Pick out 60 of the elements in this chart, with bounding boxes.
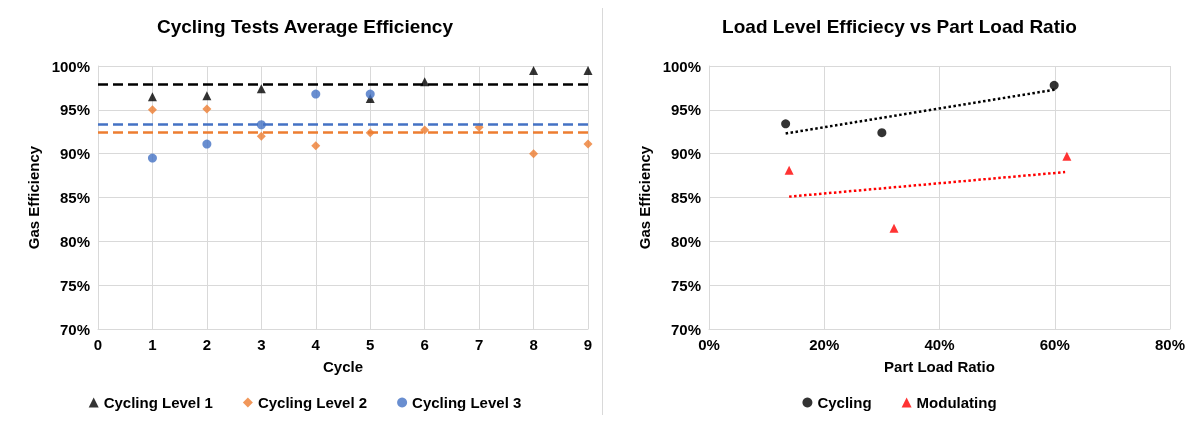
point <box>365 89 375 99</box>
chart-title: Load Level Efficiecy vs Part Load Ratio <box>722 16 1077 37</box>
point <box>202 139 212 149</box>
y-tick-label: 80% <box>59 232 90 250</box>
x-axis-title: Cycle <box>322 358 364 375</box>
legend-label: Cycling Level 2 <box>257 394 368 411</box>
y-tick-label: 70% <box>59 320 90 338</box>
y-tick-label: 100% <box>662 57 701 75</box>
legend-label: Cycling Level 3 <box>412 394 522 411</box>
x-tick-label: 20% <box>809 336 840 353</box>
point <box>877 128 887 138</box>
x-tick-label: 7 <box>474 336 484 353</box>
point <box>1062 151 1072 161</box>
point <box>420 125 430 135</box>
y-tick-label: 95% <box>670 101 701 119</box>
point <box>147 105 157 115</box>
point <box>781 119 791 129</box>
point <box>529 149 539 159</box>
point <box>1049 80 1059 90</box>
y-axis-title: Gas Efficiency <box>24 145 42 250</box>
y-axis-title: Gas Efficiency <box>635 145 653 250</box>
x-tick-label: 8 <box>529 336 538 353</box>
y-tick-label: 85% <box>670 189 701 206</box>
x-axis-title: Part Load Ratio <box>884 358 995 375</box>
x-tick-label: 9 <box>583 336 593 353</box>
point <box>147 92 157 102</box>
y-tick-label: 85% <box>59 189 90 206</box>
x-tick-label: 0% <box>698 336 720 353</box>
legend-label: Cycling <box>817 394 872 411</box>
y-tick-label: 90% <box>670 145 701 163</box>
point <box>311 89 321 99</box>
x-tick-label: 2 <box>202 336 212 353</box>
y-tick-label: 95% <box>59 101 90 119</box>
point <box>784 165 794 175</box>
y-tick-label: 90% <box>59 145 90 163</box>
legend-label: Cycling Level 1 <box>103 394 213 411</box>
point <box>583 65 593 75</box>
point <box>311 141 321 151</box>
point <box>889 223 899 233</box>
x-tick-label: 60% <box>1039 336 1070 353</box>
point <box>256 131 266 141</box>
y-tick-label: 100% <box>51 57 90 75</box>
x-tick-label: 5 <box>366 336 375 353</box>
point <box>147 153 157 163</box>
x-tick-label: 3 <box>257 336 266 353</box>
x-tick-label: 4 <box>311 336 321 353</box>
y-tick-label: 70% <box>670 320 701 338</box>
point <box>202 104 212 114</box>
x-tick-label: 0 <box>93 336 103 353</box>
chart-title: Cycling Tests Average Efficiency <box>156 16 454 37</box>
point <box>583 139 593 149</box>
y-tick-label: 75% <box>670 276 701 294</box>
x-tick-label: 40% <box>924 336 955 353</box>
y-tick-label: 75% <box>59 276 90 294</box>
y-tick-label: 80% <box>670 232 701 250</box>
x-tick-label: 80% <box>1154 336 1186 353</box>
x-tick-label: 1 <box>148 336 157 353</box>
point <box>529 65 539 75</box>
legend-label: Modulating <box>916 394 997 411</box>
x-tick-label: 6 <box>420 336 429 353</box>
